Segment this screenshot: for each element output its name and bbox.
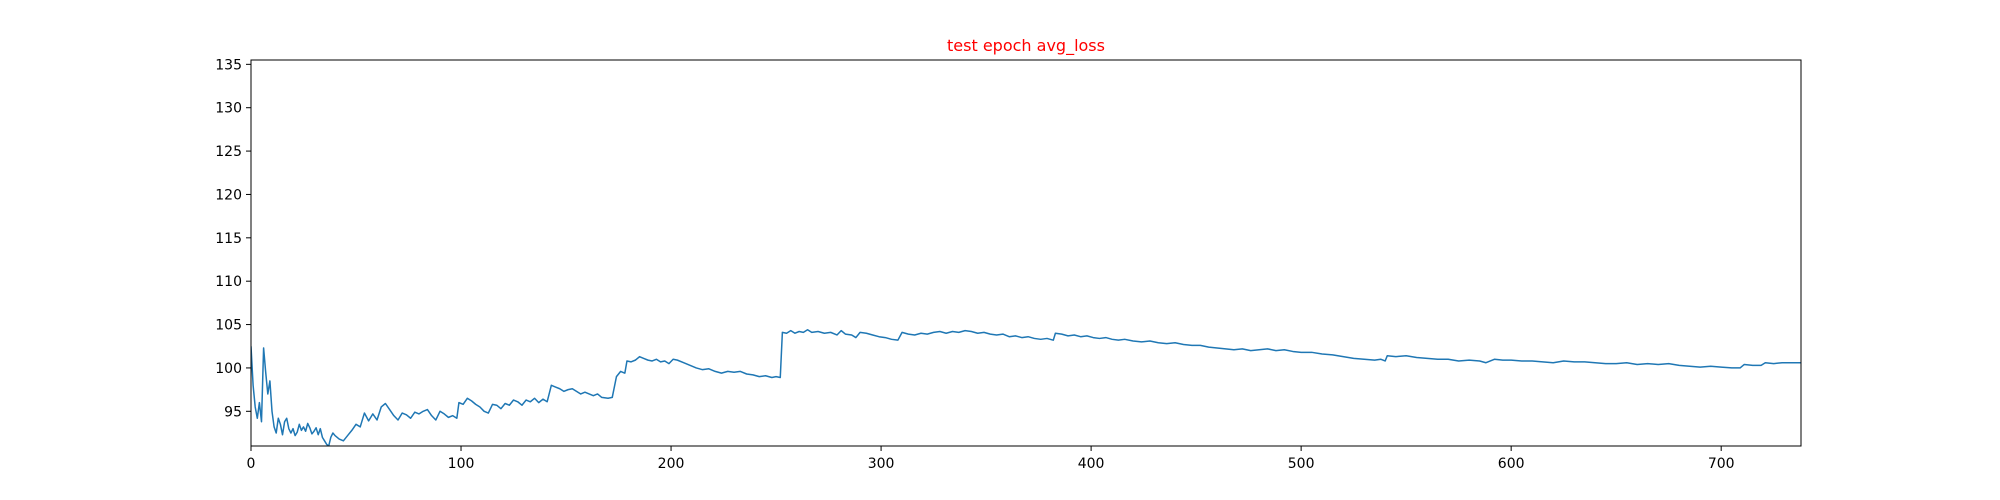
y-tick-label: 130 [215,101,242,117]
x-tick-label: 700 [1708,456,1735,472]
y-tick-label: 95 [224,404,242,420]
x-tick-label: 300 [868,456,895,472]
y-tick-label: 105 [215,318,242,334]
x-tick-label: 600 [1498,456,1525,472]
chart-title: test epoch avg_loss [947,36,1105,56]
line-layer [251,329,1801,446]
x-tick-label: 0 [247,456,256,472]
y-axis: 95 100 105 110 115 120 125 130 135 [215,57,251,420]
x-tick-label: 500 [1288,456,1315,472]
y-tick-label: 135 [215,57,242,73]
series-line-0 [251,329,1801,446]
plot-frame [250,59,1802,447]
plot-area [251,60,1801,446]
y-tick-label: 125 [215,144,242,160]
x-tick-label: 200 [658,456,685,472]
x-tick-label: 400 [1078,456,1105,472]
x-axis: 0 100 200 300 400 500 600 700 [247,446,1735,472]
y-tick-label: 115 [215,231,242,247]
y-tick-label: 120 [215,187,242,203]
y-tick-label: 100 [215,361,242,377]
y-tick-label: 110 [215,274,242,290]
x-tick-label: 100 [448,456,475,472]
